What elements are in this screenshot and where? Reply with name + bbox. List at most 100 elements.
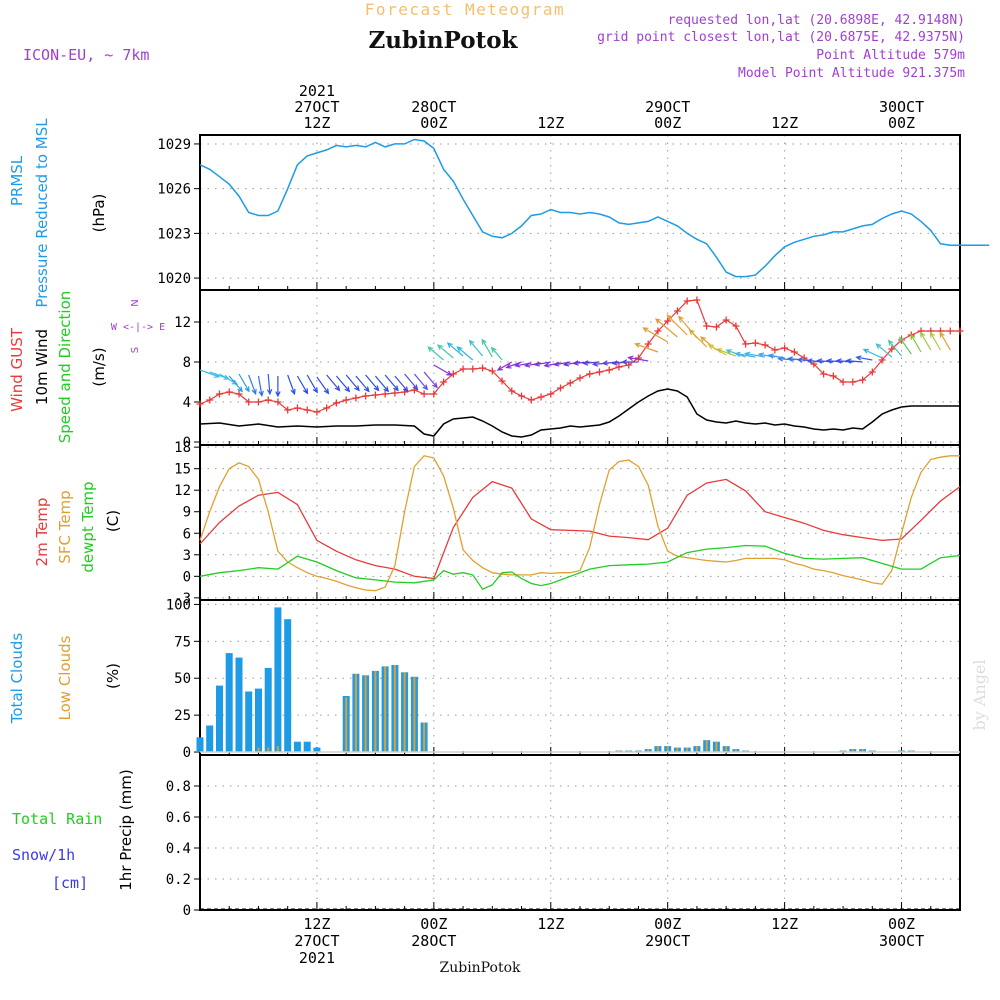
- bottom-time-label: 12Z: [771, 915, 798, 933]
- gust-marker: [196, 400, 204, 408]
- wind-arrow: [436, 344, 454, 359]
- wind-arrow: [335, 375, 351, 393]
- ytick-label: 12: [174, 483, 191, 499]
- low-cloud-bar: [364, 675, 367, 753]
- t2m-line: [199, 478, 961, 580]
- wind-arrow: [634, 342, 659, 353]
- gust-label: Wind GUST: [8, 327, 26, 412]
- ytick-label: 0: [183, 569, 191, 585]
- ytick-label: 15: [174, 462, 191, 478]
- gust-marker: [381, 390, 389, 398]
- wind-arrow: [456, 346, 474, 361]
- wind-arrow: [734, 351, 756, 358]
- temp-unit-label: (C): [104, 510, 122, 532]
- gust-marker: [323, 404, 331, 412]
- low-cloud-bar: [257, 747, 260, 752]
- total-cloud-bar: [196, 737, 204, 753]
- top-time-label: 2021: [299, 82, 335, 100]
- ytick-label: 0.2: [166, 872, 191, 888]
- gust-marker: [547, 390, 555, 398]
- ytick-label: 8: [183, 355, 191, 371]
- gust-marker: [781, 344, 789, 352]
- wind-arrow: [316, 376, 330, 395]
- bottom-time-label: 30OCT: [879, 932, 924, 950]
- model-label: ICON-EU, ~ 7km: [23, 46, 149, 64]
- ytick-label: 1023: [157, 226, 191, 242]
- speed-direction-label: Speed and Direction: [56, 291, 74, 444]
- gust-marker: [371, 391, 379, 399]
- total-cloud-bar: [274, 607, 282, 753]
- credit-text: by Angel: [970, 659, 989, 730]
- total-cloud-bar: [293, 741, 301, 752]
- wind-arrow: [490, 346, 503, 361]
- compass-we: W <-|-> E: [111, 322, 165, 333]
- gust-marker: [518, 392, 526, 400]
- wind-arrow: [621, 359, 639, 365]
- wind-arrow: [404, 373, 419, 391]
- low-cloud-bar: [423, 722, 426, 752]
- wind-arrow: [523, 362, 542, 368]
- gust-marker: [313, 408, 321, 416]
- gust-marker: [712, 323, 720, 331]
- wind-arrow: [287, 374, 296, 396]
- wind-arrow: [533, 361, 551, 367]
- wind-arrow: [855, 355, 873, 361]
- gust-marker: [946, 327, 954, 335]
- total-cloud-bar: [206, 725, 214, 753]
- low-cloud-bar: [345, 697, 348, 752]
- panel-frame: [199, 289, 961, 446]
- gust-marker: [605, 366, 613, 374]
- gust-marker: [615, 363, 623, 371]
- gust-marker: [254, 398, 262, 406]
- wind-arrow: [266, 373, 273, 396]
- wind10m-label: 10m Wind: [33, 329, 51, 405]
- total-cloud-bar: [245, 691, 253, 752]
- low-cloud-bar: [647, 749, 650, 753]
- gust-marker: [557, 384, 565, 392]
- wind-unit-label: (m/s): [90, 347, 108, 386]
- total-clouds-label: Total Clouds: [8, 633, 26, 725]
- pressure-line: [199, 138, 990, 278]
- gust-marker: [274, 398, 282, 406]
- compass-s: S: [130, 347, 141, 353]
- low-cloud-bar: [374, 670, 377, 753]
- point-altitude: Point Altitude 579m: [816, 48, 965, 63]
- ytick-label: 1029: [157, 137, 191, 153]
- gust-marker: [634, 354, 642, 362]
- ytick-label: 6: [183, 526, 191, 542]
- ytick-label: 0.4: [166, 841, 191, 857]
- top-title: Forecast Meteogram: [365, 0, 565, 19]
- bottom-time-label: 29OCT: [645, 932, 690, 950]
- panel-frame: [199, 599, 961, 756]
- gust-marker: [284, 406, 292, 414]
- wind-arrow: [627, 355, 649, 362]
- wind-arrow: [887, 339, 902, 357]
- low-cloud-bar: [676, 747, 679, 752]
- footer-station: ZubinPotok: [439, 960, 521, 976]
- sfc-temp-line: [199, 455, 960, 592]
- panels: 102010231026102904812-303691215180255075…: [8, 118, 990, 919]
- cloud-bars: [196, 607, 960, 753]
- top-time-label: 12Z: [771, 114, 798, 132]
- gust-marker: [459, 365, 467, 373]
- top-time-label: 00Z: [654, 114, 681, 132]
- top-time-label: 30OCT: [879, 98, 924, 116]
- wind-arrow: [481, 338, 493, 358]
- wind-arrow: [757, 352, 776, 358]
- total-cloud-bar: [313, 747, 321, 752]
- wind-arrow: [562, 361, 581, 367]
- panel-precipitation: 0 0.2 0.4 0.6 0.8: [166, 754, 961, 919]
- gust-marker: [488, 367, 496, 375]
- wind-arrow: [275, 376, 281, 398]
- ytick-label: 25: [174, 708, 191, 724]
- dewpt-line: [199, 544, 961, 591]
- wind-arrow: [862, 348, 883, 359]
- gust-marker: [595, 368, 603, 376]
- gust-marker: [751, 339, 759, 347]
- dewpt-label: dewpt Temp: [79, 481, 97, 572]
- gust-marker: [888, 345, 896, 353]
- low-cloud-bar: [267, 747, 270, 752]
- wind-arrow: [257, 375, 264, 398]
